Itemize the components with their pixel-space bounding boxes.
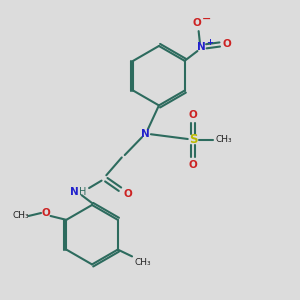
Text: O: O bbox=[222, 40, 231, 50]
Text: −: − bbox=[202, 14, 212, 24]
Text: +: + bbox=[206, 38, 213, 46]
Text: H: H bbox=[80, 187, 87, 196]
Text: O: O bbox=[193, 18, 202, 28]
Text: N: N bbox=[70, 187, 79, 196]
Text: O: O bbox=[189, 160, 197, 170]
Text: CH₃: CH₃ bbox=[216, 135, 232, 144]
Text: S: S bbox=[189, 133, 197, 146]
Text: CH₃: CH₃ bbox=[13, 212, 29, 220]
Text: O: O bbox=[189, 110, 197, 120]
Text: N: N bbox=[141, 129, 150, 139]
Text: N: N bbox=[196, 43, 206, 52]
Text: CH₃: CH₃ bbox=[134, 258, 151, 267]
Text: O: O bbox=[124, 189, 133, 199]
Text: O: O bbox=[41, 208, 50, 218]
